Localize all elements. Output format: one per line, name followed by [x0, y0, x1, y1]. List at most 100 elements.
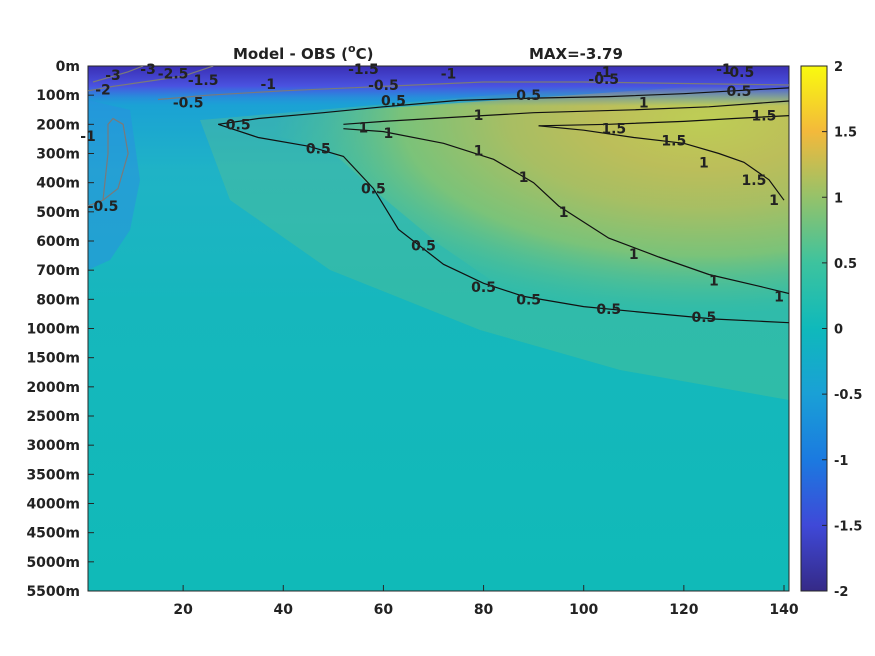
x-tick-label: 60 [374, 602, 394, 618]
contour-label: 0.5 [691, 310, 716, 326]
contour-label: -1 [596, 65, 612, 81]
contour-label: -1 [716, 62, 732, 78]
x-tick-label: 20 [173, 602, 193, 618]
contour-negative [88, 117, 129, 207]
contour-label: -0.5 [724, 65, 755, 81]
colorbar-tick-label: -1 [834, 454, 848, 469]
y-tick-label: 100m [36, 88, 80, 104]
colorbar-ticks: 2 1.5 1 0.5 0 -0.5 -1 -1.5 -2 [822, 60, 862, 600]
contour-label: 1 [709, 273, 719, 289]
x-tick-label: 40 [274, 602, 294, 618]
y-tick-label: 700m [36, 263, 80, 279]
contour-positive [343, 128, 789, 295]
contour-positive [538, 125, 785, 201]
contour-label: -2 [95, 82, 111, 98]
contour-label: 1.5 [742, 173, 767, 189]
y-tick-label: 0m [56, 59, 80, 75]
contour-label: 1 [629, 247, 639, 263]
title-left: Model - OBS (oC) [233, 42, 373, 63]
y-tick-label: 400m [36, 176, 80, 192]
contour-label: -2.5 [158, 66, 189, 82]
contour-negative [92, 66, 144, 83]
y-tick-label: 600m [36, 234, 80, 250]
contour-negative [88, 66, 214, 92]
contour-label: 1 [774, 289, 784, 305]
contour-label: 1 [474, 144, 484, 160]
contour-label: 0.5 [516, 88, 541, 104]
contour-label: 0.5 [727, 84, 752, 100]
x-tick-label: 100 [569, 602, 598, 618]
y-axis: 0m 100m 200m 300m 400m 500m 600m 700m 800m 1000m 1… [26, 59, 94, 600]
y-tick-label: 300m [36, 147, 80, 163]
contour-label: 0.5 [516, 292, 541, 308]
contour-label: 0.5 [411, 238, 436, 254]
y-tick-label: 200m [36, 117, 80, 133]
contour-label: 1 [474, 108, 484, 124]
colorbar: 2 1.5 1 0.5 0 -0.5 -1 -1.5 -2 [800, 60, 862, 600]
contour-label: 1.5 [601, 122, 626, 138]
y-tick-label: 1500m [26, 351, 80, 367]
colorbar-tick-label: 2 [834, 60, 843, 75]
contour-label: -3 [105, 68, 121, 84]
contour-label: 0.5 [596, 302, 621, 318]
contour-label: -1 [260, 77, 276, 93]
contour-label: -0.5 [88, 199, 119, 215]
contour-label: 1 [769, 193, 779, 209]
contour-label: 0.5 [306, 142, 331, 158]
y-tick-label: 4000m [26, 497, 80, 513]
contour-label: -0.5 [588, 72, 619, 88]
contour-label: 1 [639, 95, 649, 111]
y-tick-label: 2000m [26, 380, 80, 396]
contour-label: 1 [559, 205, 569, 221]
y-tick-label: 3000m [26, 438, 80, 454]
contour-label: 1 [359, 120, 369, 136]
contour-label: -1 [441, 66, 457, 82]
contour-label: -1 [80, 129, 96, 145]
contour-negative [158, 81, 789, 101]
green-anomaly-region [200, 70, 789, 400]
contour-label: 1 [519, 170, 529, 186]
y-tick-label: 3500m [26, 467, 80, 483]
contour-positive [538, 115, 789, 127]
contour-label: 0.5 [381, 93, 406, 109]
contour-label: 1 [699, 155, 709, 171]
title-degree-sup: o [348, 42, 356, 55]
contour-label: 1 [384, 126, 394, 142]
colorbar-tick-label: 1 [834, 191, 843, 206]
left-cold-column [88, 100, 140, 270]
title-unit: C) [356, 45, 374, 63]
y-tick-label: 800m [36, 292, 80, 308]
colorbar-tick-label: -2 [834, 585, 848, 600]
colorbar-tick-label: -0.5 [834, 388, 862, 403]
x-axis: 20 40 60 80 100 120 140 [173, 585, 799, 618]
contour-positive [343, 100, 789, 125]
contour-positive [218, 123, 789, 324]
contour-label: -1.5 [188, 73, 219, 89]
contour-label: 1.5 [661, 133, 686, 149]
contour-positive [218, 87, 789, 125]
warm-anomaly-region [215, 80, 789, 340]
x-tick-label: 140 [769, 602, 798, 618]
contour-label: -3 [140, 62, 156, 78]
title-max: MAX=-3.79 [529, 45, 623, 63]
colorbar-tick-label: 1.5 [834, 126, 857, 141]
colorbar-tick-label: 0 [834, 323, 843, 338]
surface-cold-band [88, 66, 789, 106]
contour-label: 0.5 [361, 182, 386, 198]
y-tick-label: 1000m [26, 322, 80, 338]
contour-label: 0.5 [471, 280, 496, 296]
contour-lines [88, 66, 789, 324]
x-tick-label: 80 [474, 602, 494, 618]
contour-label: 1.5 [752, 109, 777, 125]
x-tick-label: 120 [669, 602, 698, 618]
chart-title: Model - OBS (oC) MAX=-3.79 [233, 42, 623, 63]
y-tick-label: 5000m [26, 555, 80, 571]
colorbar-tick-label: -1.5 [834, 519, 862, 534]
contour-label: 0.5 [226, 117, 251, 133]
y-tick-label: 500m [36, 205, 80, 221]
y-tick-label: 2500m [26, 409, 80, 425]
colorbar-tick-label: 0.5 [834, 257, 857, 272]
